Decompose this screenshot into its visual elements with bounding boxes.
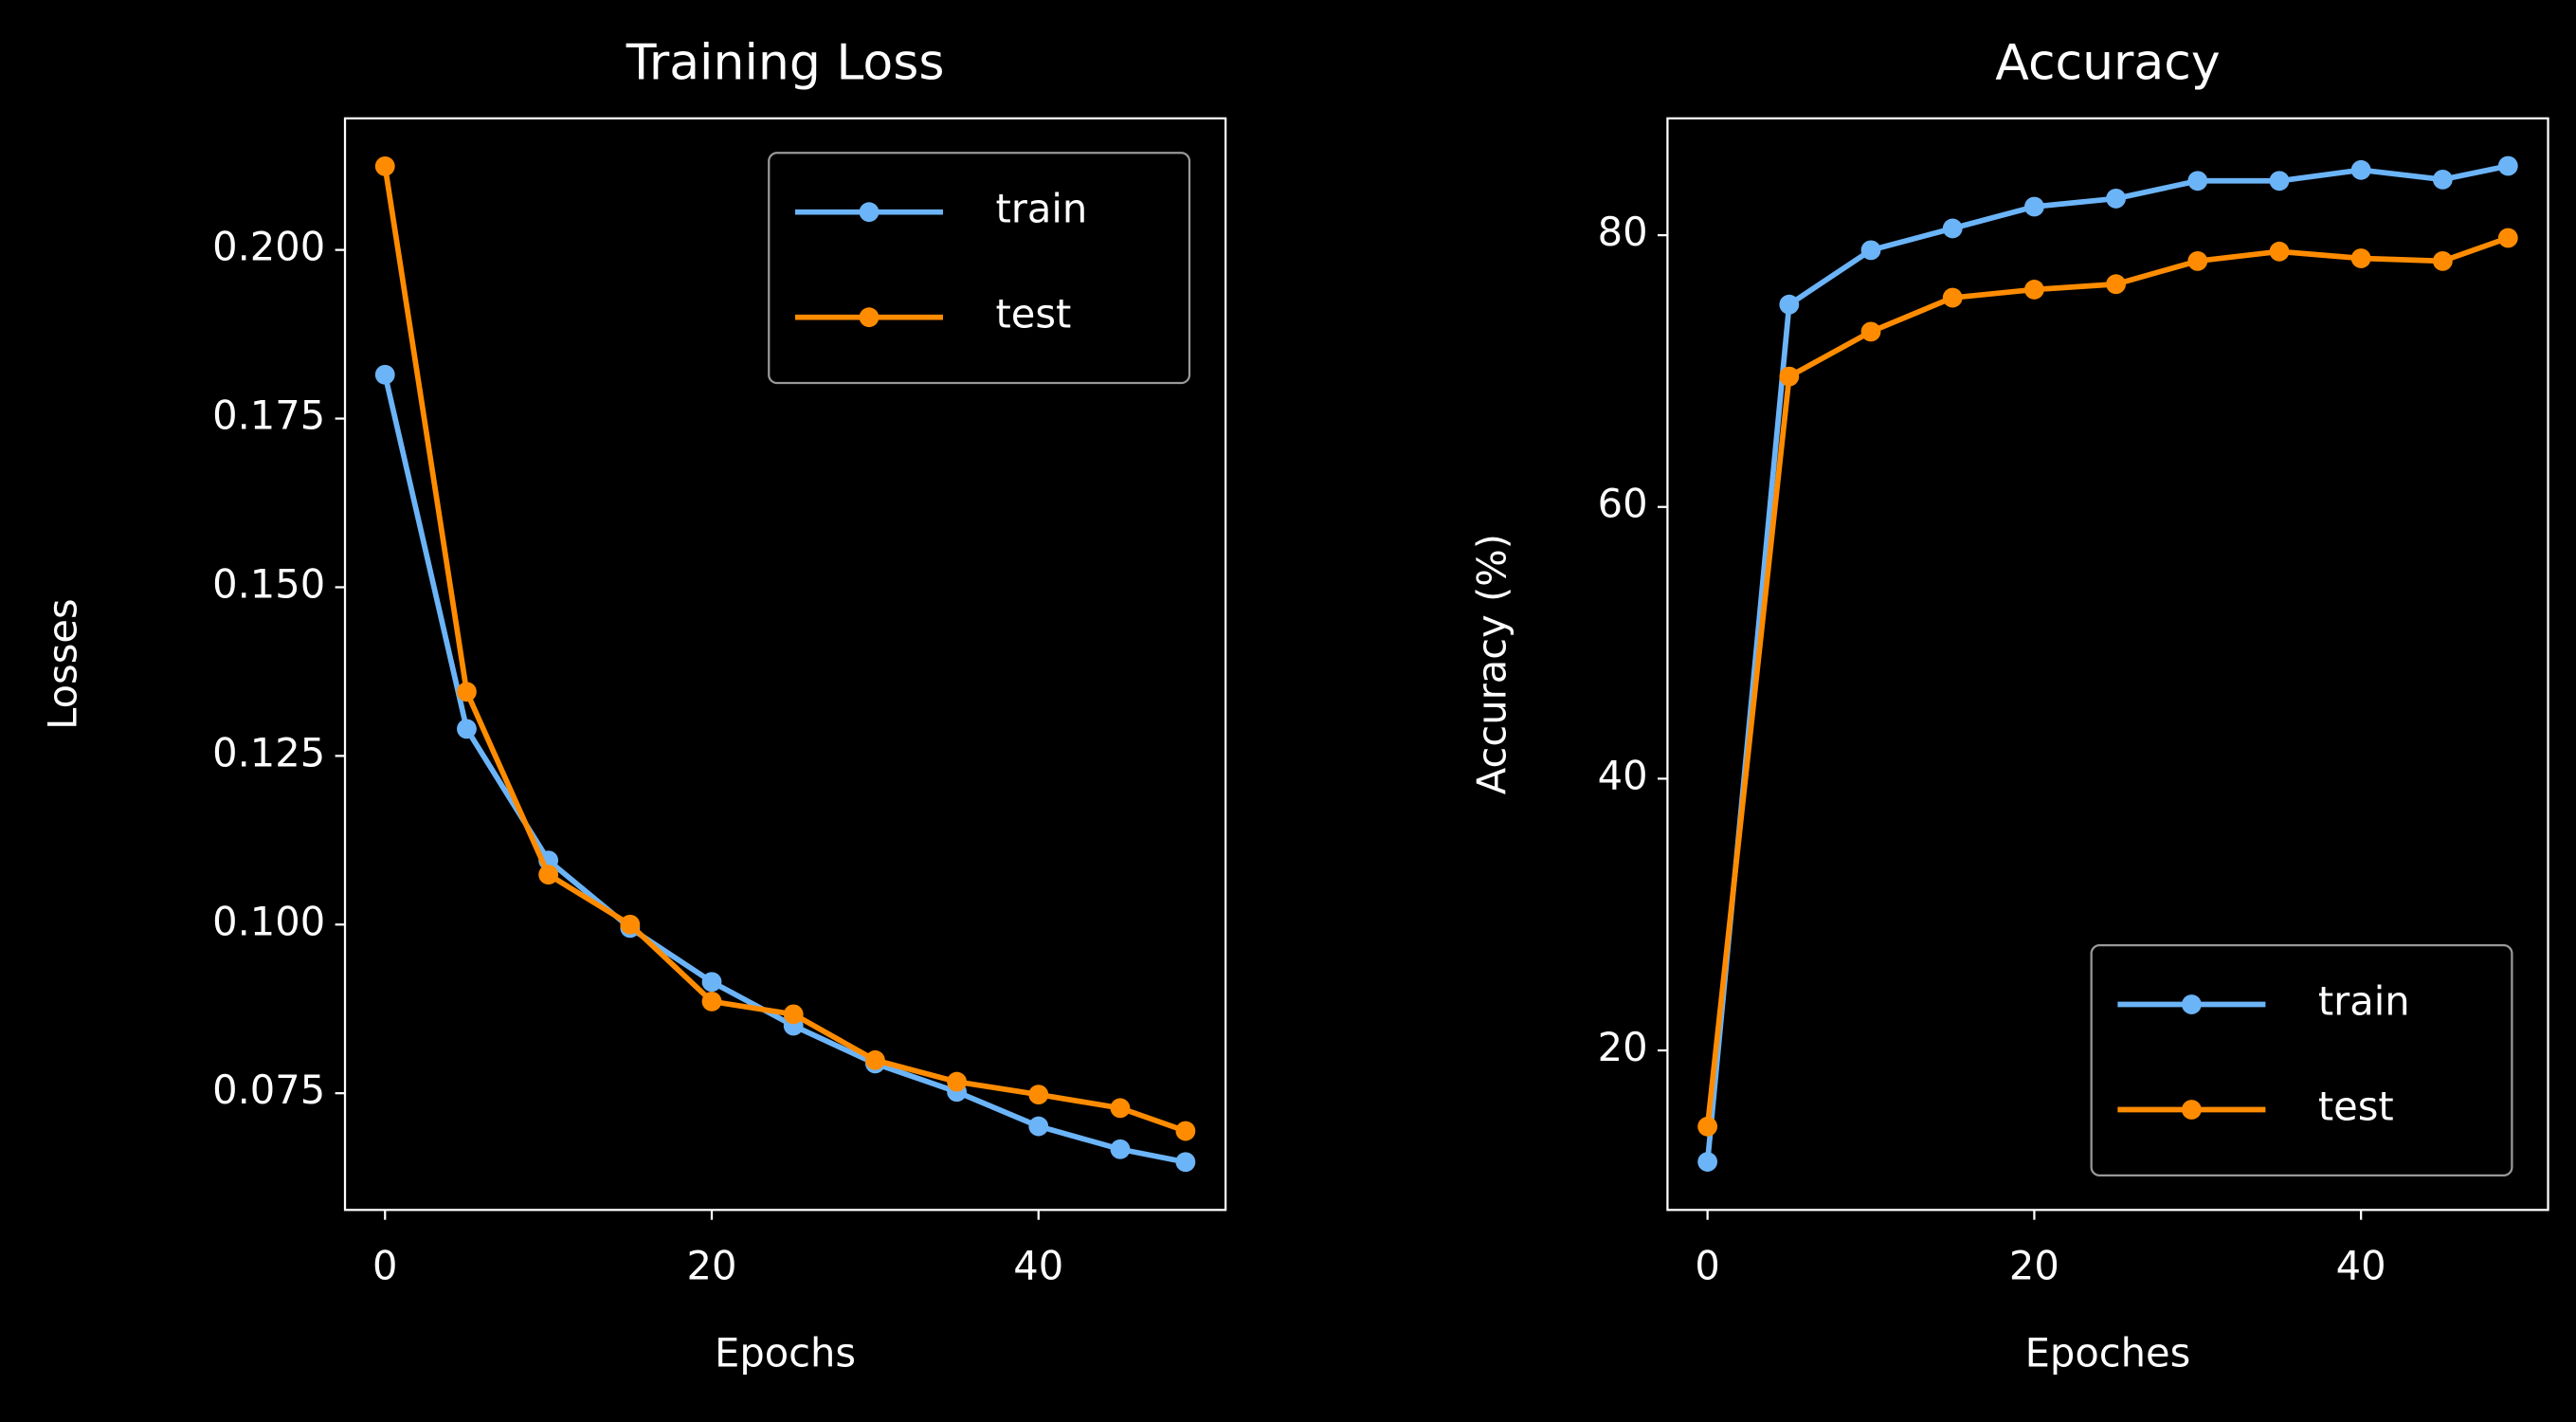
legend-marker [859, 202, 880, 223]
data-point [2350, 248, 2371, 268]
x-tick-label: 40 [2336, 1243, 2386, 1289]
data-point [1779, 294, 1800, 315]
legend-box [2090, 943, 2513, 1177]
data-point [864, 1049, 885, 1070]
legend-box [768, 152, 1191, 385]
y-tick-label: 0.175 [212, 392, 325, 439]
data-point [2187, 250, 2208, 271]
data-point [2024, 196, 2044, 217]
x-tick-label: 20 [687, 1243, 737, 1289]
legend-label: test [995, 291, 1071, 337]
legend-label: train [2318, 978, 2410, 1025]
data-point [2106, 189, 2126, 209]
data-point [947, 1071, 967, 1092]
data-point [1110, 1098, 1131, 1119]
data-point [783, 1004, 804, 1025]
data-point [457, 682, 477, 702]
data-point [2269, 171, 2290, 191]
data-point [1942, 218, 1963, 239]
y-tick-label: 80 [1598, 209, 1648, 255]
legend-marker [2181, 1100, 2202, 1120]
x-tick-label: 40 [1013, 1243, 1063, 1289]
data-point [2497, 228, 2518, 248]
y-axis-label: Losses [39, 598, 85, 730]
axes-frame [1666, 117, 2549, 1212]
data-point [2106, 274, 2126, 295]
data-point [1110, 1139, 1131, 1159]
x-axis-label: Epoches [2025, 1330, 2191, 1376]
data-point [1942, 287, 1963, 308]
y-tick-label: 60 [1598, 481, 1648, 527]
data-point [1028, 1085, 1049, 1105]
chart-title: Training Loss [626, 34, 945, 91]
legend-marker [859, 307, 880, 328]
data-point [2024, 280, 2044, 300]
x-tick-label: 20 [2009, 1243, 2059, 1289]
x-axis-label: Epochs [715, 1330, 856, 1376]
data-point [1860, 240, 1881, 261]
axes-frame [343, 117, 1227, 1212]
data-point [2432, 250, 2453, 271]
data-point [701, 991, 722, 1012]
data-point [2269, 241, 2290, 262]
data-point [1175, 1152, 1196, 1173]
y-tick-label: 0.150 [212, 560, 325, 607]
data-point [374, 155, 395, 176]
data-point [2187, 171, 2208, 191]
data-point [1860, 321, 1881, 342]
y-axis-label: Accuracy (%) [1468, 534, 1515, 794]
data-point [1697, 1116, 1718, 1137]
data-point [457, 719, 477, 739]
data-point [2350, 159, 2371, 180]
y-tick-label: 0.125 [212, 729, 325, 775]
y-tick-label: 0.075 [212, 1066, 325, 1113]
legend-marker [2181, 994, 2202, 1014]
y-tick-label: 0.100 [212, 898, 325, 944]
x-tick-label: 0 [1695, 1243, 1719, 1289]
y-tick-label: 40 [1598, 752, 1648, 798]
data-point [2497, 155, 2518, 176]
data-point [374, 364, 395, 385]
chart-title: Accuracy [1995, 34, 2220, 91]
legend-label: test [2318, 1084, 2394, 1130]
data-point [1779, 366, 1800, 387]
y-tick-label: 20 [1598, 1024, 1648, 1070]
data-point [1028, 1116, 1049, 1137]
data-point [2432, 169, 2453, 190]
data-point [1175, 1121, 1196, 1141]
legend-label: train [995, 186, 1087, 232]
y-tick-label: 0.200 [212, 224, 325, 270]
x-tick-label: 0 [372, 1243, 397, 1289]
data-point [701, 972, 722, 993]
data-point [620, 914, 641, 935]
data-point [1697, 1152, 1718, 1172]
data-point [538, 865, 559, 885]
